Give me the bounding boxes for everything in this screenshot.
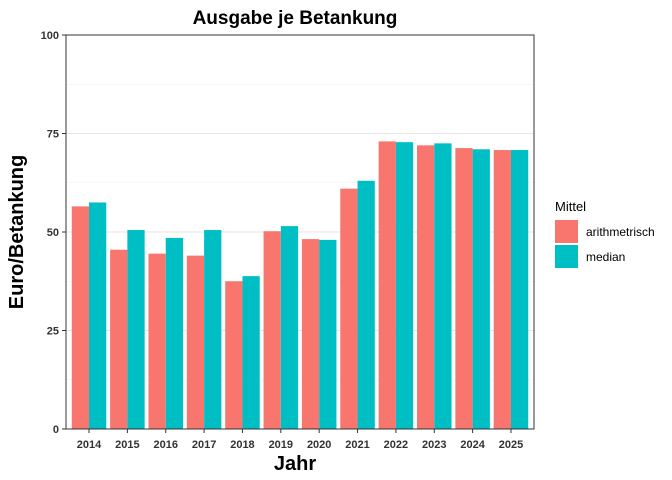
bar-median-2023: [434, 143, 452, 429]
x-tick-label: 2021: [345, 439, 369, 451]
y-tick-label: 75: [47, 129, 59, 141]
y-tick-label: 25: [47, 326, 59, 338]
bar-arithmetrisch-2025: [493, 150, 511, 429]
bar-arithmetrisch-2019: [263, 231, 281, 429]
bar-median-2021: [357, 180, 375, 429]
legend-key-median: [555, 245, 578, 268]
legend-title: Mittel: [555, 199, 586, 214]
bar-arithmetrisch-2015: [110, 249, 128, 429]
legend-label-median: median: [586, 250, 625, 264]
bar-median-2020: [319, 239, 337, 429]
x-tick-label: 2019: [269, 439, 293, 451]
x-tick-label: 2020: [307, 439, 331, 451]
x-axis: 2014 2015 2016 2017 2018 2019 2020 2021 2022 2023…: [77, 429, 523, 451]
bar-median-2024: [472, 149, 490, 429]
y-axis-title: Euro/Betankung: [6, 155, 28, 309]
bar-median-2014: [89, 202, 107, 429]
y-tick-label: 0: [53, 424, 59, 436]
bar-arithmetrisch-2017: [186, 255, 205, 429]
x-tick-label: 2015: [115, 439, 139, 451]
bar-arithmetrisch-2024: [455, 148, 473, 429]
bar-arithmetrisch-2021: [340, 188, 358, 429]
bar-median-2017: [204, 230, 222, 429]
x-tick-label: 2025: [499, 439, 523, 451]
legend: Mittel arithmetrisch median: [555, 199, 655, 268]
x-tick-label: 2023: [422, 439, 446, 451]
bar-median-2022: [395, 142, 414, 429]
bar-median-2025: [510, 150, 529, 429]
x-axis-title: Jahr: [274, 453, 316, 475]
legend-label-arithmetrisch: arithmetrisch: [586, 225, 655, 239]
x-tick-label: 2018: [230, 439, 254, 451]
y-tick-label: 100: [41, 30, 59, 42]
bar-arithmetrisch-2022: [378, 141, 396, 429]
x-tick-label: 2016: [153, 439, 177, 451]
bar-arithmetrisch-2014: [71, 206, 90, 429]
bar-median-2018: [242, 276, 260, 429]
x-tick-label: 2017: [192, 439, 216, 451]
y-axis: 0 25 50 75 100: [41, 30, 66, 436]
bar-arithmetrisch-2023: [417, 145, 435, 429]
bar-arithmetrisch-2020: [301, 239, 320, 429]
x-tick-label: 2014: [77, 439, 102, 451]
legend-key-arithmetrisch: [555, 220, 578, 243]
bar-median-2019: [280, 226, 299, 429]
chart-title: Ausgabe je Betankung: [193, 8, 398, 29]
y-tick-label: 50: [47, 227, 59, 239]
bar-arithmetrisch-2018: [225, 281, 243, 429]
x-tick-label: 2024: [460, 439, 485, 451]
bar-median-2016: [165, 237, 183, 429]
bar-arithmetrisch-2016: [148, 253, 166, 429]
x-tick-label: 2022: [384, 439, 408, 451]
bars: [71, 141, 529, 429]
bar-median-2015: [127, 230, 145, 429]
